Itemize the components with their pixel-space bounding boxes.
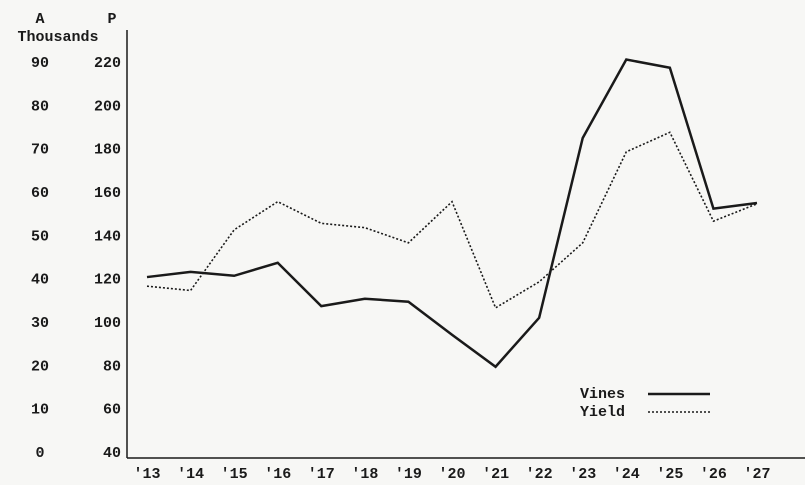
y2-tick-label: 180 [94, 142, 121, 159]
x-tick-label: '24 [613, 466, 640, 483]
y-tick-label: 10 [31, 402, 49, 419]
y-tick-label: 70 [31, 142, 49, 159]
y2-tick-label: 100 [94, 315, 121, 332]
y2-axis-label: P [107, 11, 116, 28]
y2-tick-label: 60 [103, 402, 121, 419]
x-tick-label: '26 [700, 466, 727, 483]
x-tick-label: '17 [308, 466, 335, 483]
x-tick-label: '18 [351, 466, 378, 483]
y-tick-label: 50 [31, 228, 49, 245]
x-tick-label: '15 [221, 466, 248, 483]
series-line [146, 58, 758, 369]
x-tick-label: '19 [395, 466, 422, 483]
unit-label: Thousands [17, 29, 98, 46]
legend-label: Vines [580, 386, 625, 403]
y-tick-label: 40 [31, 272, 49, 289]
x-tick-label: '20 [438, 466, 465, 483]
legend-label: Yield [580, 404, 625, 421]
y-tick-label: 30 [31, 315, 49, 332]
x-tick-label: '13 [133, 466, 160, 483]
y2-tick-label: 40 [103, 445, 121, 462]
y2-tick-label: 220 [94, 55, 121, 72]
y2-tick-label: 200 [94, 98, 121, 115]
y-tick-label: 0 [35, 445, 44, 462]
y-tick-label: 80 [31, 98, 49, 115]
y2-tick-label: 80 [103, 358, 121, 375]
y2-tick-label: 140 [94, 228, 121, 245]
x-tick-label: '23 [569, 466, 596, 483]
y-tick-label: 20 [31, 358, 49, 375]
y-tick-label: 60 [31, 185, 49, 202]
series-line [146, 131, 758, 309]
y2-tick-label: 120 [94, 272, 121, 289]
x-tick-label: '25 [656, 466, 683, 483]
x-tick-label: '16 [264, 466, 291, 483]
y-tick-label: 90 [31, 55, 49, 72]
x-tick-label: '22 [526, 466, 553, 483]
y-axis-label: A [35, 11, 44, 28]
x-tick-label: '27 [743, 466, 770, 483]
y2-tick-label: 160 [94, 185, 121, 202]
x-tick-label: '21 [482, 466, 509, 483]
x-tick-label: '14 [177, 466, 204, 483]
